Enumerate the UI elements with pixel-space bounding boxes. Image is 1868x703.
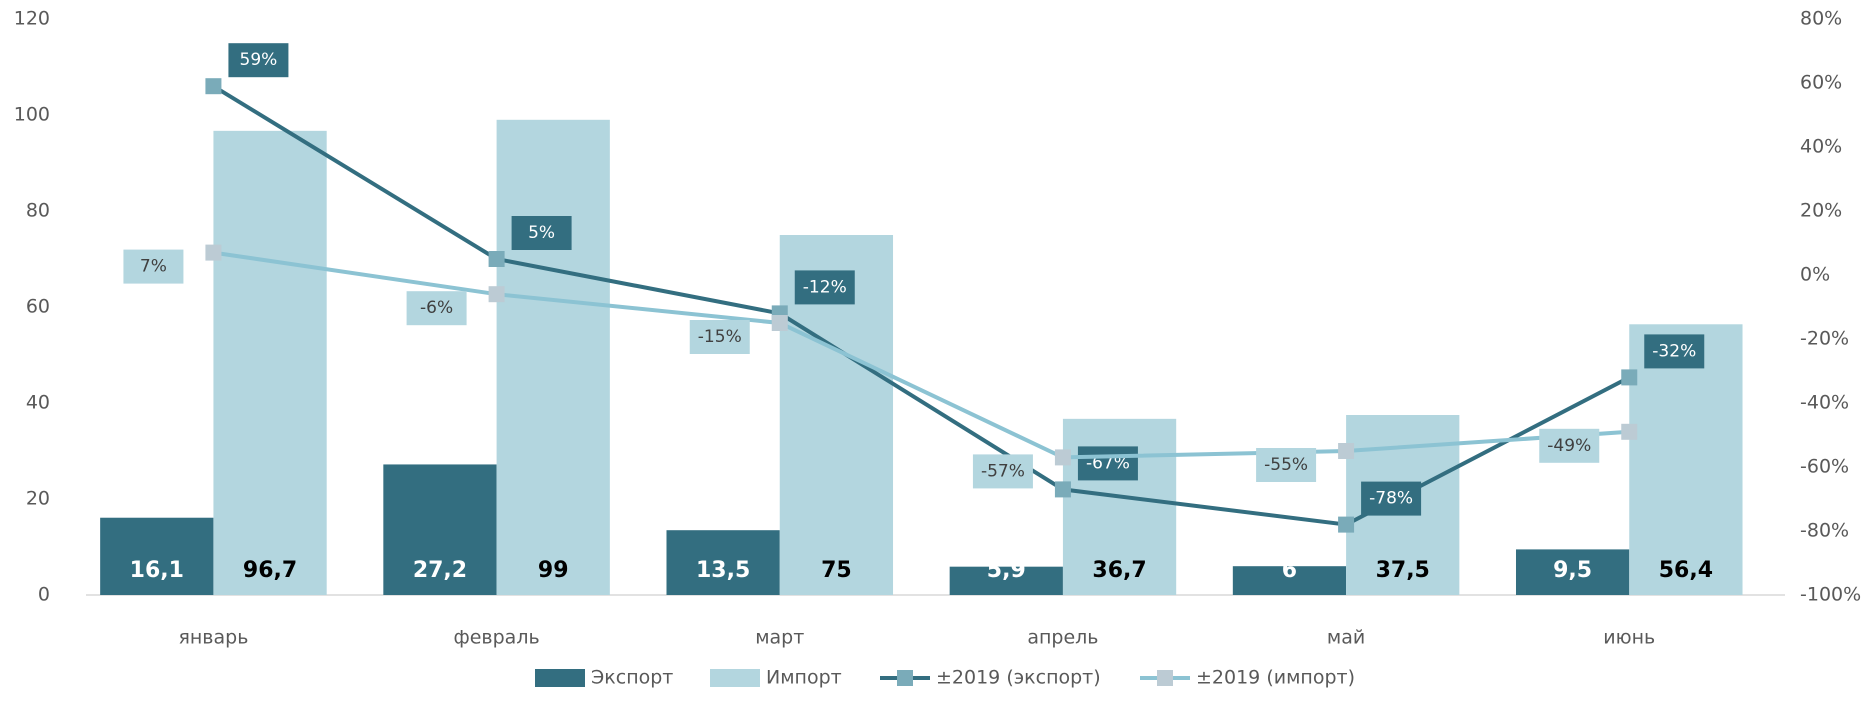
y2-tick-label: -60% bbox=[1800, 456, 1849, 478]
marker bbox=[1054, 481, 1071, 498]
legend-label: Импорт bbox=[766, 667, 842, 689]
x-tick-label: февраль bbox=[453, 627, 539, 649]
data-label: -55% bbox=[1264, 455, 1308, 475]
data-label-box bbox=[794, 270, 855, 305]
data-label-box bbox=[1361, 481, 1422, 516]
marker bbox=[1338, 516, 1355, 533]
y2-tick-label: 0% bbox=[1800, 264, 1830, 286]
marker bbox=[771, 315, 788, 331]
bar bbox=[100, 517, 214, 595]
bar-value-label: 6 bbox=[1282, 558, 1297, 583]
bar bbox=[496, 119, 610, 596]
legend-marker bbox=[1157, 670, 1173, 686]
data-label-box bbox=[1077, 446, 1138, 481]
data-label: -15% bbox=[698, 327, 742, 347]
bar-value-label: 36,7 bbox=[1092, 558, 1146, 583]
marker bbox=[1621, 369, 1638, 386]
bar-value-label: 99 bbox=[538, 558, 569, 583]
y-tick-label: 0 bbox=[38, 584, 50, 606]
data-label: 59% bbox=[240, 50, 278, 70]
marker bbox=[205, 78, 222, 95]
bar-value-label: 9,5 bbox=[1553, 558, 1592, 583]
y2-tick-label: 60% bbox=[1800, 72, 1842, 94]
data-label-box bbox=[228, 43, 289, 78]
legend-swatch bbox=[535, 669, 585, 687]
data-label: -6% bbox=[420, 298, 453, 318]
legend-label: ±2019 (экспорт) bbox=[936, 667, 1101, 689]
data-label-box bbox=[972, 454, 1033, 489]
y-tick-label: 60 bbox=[26, 296, 50, 318]
data-label: 7% bbox=[140, 257, 167, 277]
data-label-box bbox=[689, 320, 750, 354]
y2-tick-label: -20% bbox=[1800, 328, 1849, 350]
y2-tick-label: 80% bbox=[1800, 8, 1842, 30]
data-label-box bbox=[406, 291, 467, 326]
bar-value-label: 16,1 bbox=[130, 558, 184, 583]
y2-tick-label: -40% bbox=[1800, 392, 1849, 414]
marker bbox=[1338, 443, 1355, 459]
data-label-box bbox=[123, 249, 184, 284]
data-label: -78% bbox=[1369, 489, 1413, 509]
bar-value-label: 75 bbox=[821, 558, 852, 583]
bar-value-label: 5,9 bbox=[987, 558, 1026, 583]
legend-swatch bbox=[710, 669, 760, 687]
x-tick-label: май bbox=[1327, 627, 1365, 649]
y-tick-label: 40 bbox=[26, 392, 50, 414]
marker bbox=[1621, 423, 1638, 440]
bar-value-label: 27,2 bbox=[413, 558, 467, 583]
marker bbox=[488, 286, 505, 303]
x-tick-label: март bbox=[755, 627, 804, 649]
data-label: -49% bbox=[1547, 436, 1591, 456]
data-label-box bbox=[1644, 334, 1705, 369]
x-tick-label: июнь bbox=[1603, 627, 1655, 649]
data-label: 5% bbox=[528, 223, 555, 243]
y2-tick-label: -80% bbox=[1800, 520, 1849, 542]
marker bbox=[205, 244, 222, 261]
y2-tick-label: 20% bbox=[1800, 200, 1842, 222]
bar-value-label: 37,5 bbox=[1376, 558, 1430, 583]
bar-value-label: 56,4 bbox=[1659, 558, 1713, 583]
bar bbox=[1629, 324, 1743, 595]
y2-tick-label: 40% bbox=[1800, 136, 1842, 158]
y-tick-label: 20 bbox=[26, 488, 50, 510]
data-label-box bbox=[511, 216, 572, 250]
data-label: -57% bbox=[981, 461, 1025, 481]
data-label-box bbox=[1539, 428, 1600, 463]
data-label: -32% bbox=[1652, 341, 1696, 361]
y-tick-label: 100 bbox=[14, 104, 50, 126]
marker bbox=[1054, 449, 1071, 466]
bar bbox=[1232, 566, 1347, 595]
bar bbox=[383, 464, 497, 595]
bar bbox=[666, 530, 780, 595]
marker bbox=[488, 251, 505, 267]
legend-label: ±2019 (импорт) bbox=[1196, 667, 1355, 689]
y-tick-label: 80 bbox=[26, 200, 50, 222]
x-tick-label: апрель bbox=[1027, 627, 1098, 649]
bar bbox=[949, 566, 1063, 595]
bar-value-label: 13,5 bbox=[696, 558, 750, 583]
bar bbox=[213, 130, 327, 595]
x-tick-label: январь bbox=[178, 627, 248, 649]
data-label: -12% bbox=[803, 277, 847, 297]
bar-value-label: 96,7 bbox=[243, 558, 297, 583]
bar bbox=[1515, 549, 1630, 595]
legend-marker bbox=[897, 670, 913, 686]
y2-tick-label: -100% bbox=[1800, 584, 1861, 606]
data-label-box bbox=[1256, 448, 1317, 482]
legend-label: Экспорт bbox=[591, 667, 673, 689]
y-tick-label: 120 bbox=[14, 8, 50, 30]
line bbox=[213, 250, 1630, 460]
